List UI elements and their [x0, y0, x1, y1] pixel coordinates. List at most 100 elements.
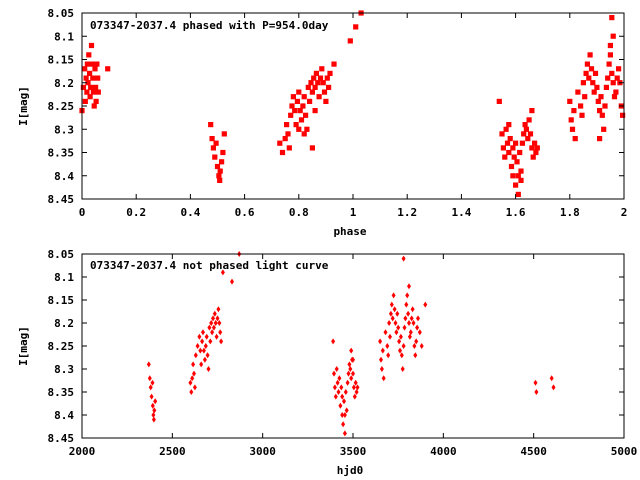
- data-point: [90, 89, 96, 95]
- data-point: [305, 84, 311, 90]
- data-point: [87, 70, 93, 76]
- data-point: [407, 320, 411, 326]
- data-point: [279, 149, 286, 156]
- data-point: [334, 366, 339, 372]
- data-point: [579, 112, 585, 118]
- data-point: [326, 84, 332, 90]
- y-tick-label: 8.05: [48, 248, 75, 261]
- data-point: [355, 384, 360, 391]
- x-tick-label: 3000: [249, 445, 276, 458]
- data-point: [569, 126, 576, 132]
- data-point: [415, 324, 420, 331]
- data-point: [351, 370, 355, 377]
- data-point: [609, 15, 615, 21]
- x-tick-label: 1.6: [506, 206, 526, 219]
- data-point: [190, 375, 195, 382]
- data-point: [511, 154, 517, 160]
- data-point: [340, 393, 345, 400]
- data-point: [582, 94, 588, 100]
- data-point: [532, 140, 538, 146]
- data-point: [379, 366, 384, 372]
- data-point: [399, 352, 404, 359]
- data-point: [598, 94, 604, 100]
- data-point: [400, 366, 405, 372]
- unphased-chart: 2000 2500 3000 3500 4000 4500 5000 8.05 8.1 8.15 8…: [17, 248, 637, 477]
- phased-points: [79, 10, 626, 197]
- data-point: [323, 98, 329, 104]
- data-point: [406, 310, 411, 317]
- data-point: [282, 136, 288, 142]
- data-point: [383, 329, 388, 336]
- x-tick-label: 0.6: [235, 206, 255, 219]
- data-point: [342, 412, 347, 418]
- data-point: [94, 61, 100, 67]
- data-point: [351, 356, 355, 363]
- y-tick-label: 8.3: [54, 123, 74, 136]
- x-tick-label: 4500: [520, 445, 547, 458]
- data-point: [351, 384, 356, 391]
- data-point: [206, 366, 211, 372]
- data-point: [209, 320, 214, 326]
- data-point: [610, 80, 616, 86]
- data-point: [595, 98, 601, 104]
- data-point: [341, 421, 346, 428]
- data-point: [153, 398, 158, 405]
- data-point: [519, 140, 525, 146]
- data-point: [620, 112, 626, 118]
- data-point: [207, 324, 212, 331]
- data-point: [416, 315, 420, 322]
- data-point: [340, 412, 345, 418]
- data-point: [320, 80, 326, 86]
- data-point: [515, 173, 521, 179]
- y-tick-label: 8.2: [54, 317, 74, 330]
- data-point: [594, 84, 600, 90]
- data-point: [80, 84, 86, 90]
- y-tick-label: 8.4: [54, 409, 74, 422]
- x-tick-label: 5000: [611, 445, 638, 458]
- data-point: [575, 89, 581, 95]
- data-point: [567, 98, 573, 104]
- data-point: [308, 80, 314, 86]
- data-point: [86, 52, 92, 58]
- unphased-points: [146, 251, 556, 437]
- data-point: [335, 379, 340, 386]
- data-point: [93, 98, 99, 104]
- y-tick-label: 8.1: [54, 271, 74, 284]
- data-point: [85, 80, 91, 86]
- data-point: [331, 61, 337, 67]
- data-point: [378, 338, 383, 345]
- data-point: [583, 70, 589, 76]
- data-point: [338, 402, 343, 409]
- data-point: [496, 98, 502, 104]
- data-point: [151, 412, 156, 418]
- data-point: [379, 356, 383, 363]
- data-point: [387, 320, 392, 326]
- y-tick-label: 8.45: [48, 193, 75, 206]
- data-point: [217, 168, 223, 174]
- data-point: [587, 52, 593, 58]
- data-point: [523, 126, 529, 132]
- data-point: [333, 393, 338, 400]
- data-point: [219, 159, 225, 165]
- data-point: [216, 173, 222, 179]
- data-point: [414, 338, 419, 345]
- x-tick-label: 4000: [430, 445, 457, 458]
- data-point: [592, 70, 599, 76]
- data-point: [84, 61, 90, 67]
- data-point: [339, 384, 344, 391]
- data-point: [417, 329, 422, 336]
- data-point: [607, 42, 613, 49]
- data-point: [204, 333, 209, 340]
- data-point: [572, 136, 578, 142]
- data-point: [293, 122, 299, 128]
- data-point: [90, 75, 96, 81]
- data-point: [500, 145, 506, 151]
- data-point: [397, 338, 402, 345]
- y-tick-label: 8.05: [48, 7, 75, 20]
- data-point: [403, 315, 408, 322]
- x-tick-label: 0.2: [126, 206, 146, 219]
- data-point: [304, 126, 310, 132]
- data-point: [200, 338, 205, 345]
- data-point: [508, 163, 515, 170]
- data-point: [344, 407, 349, 414]
